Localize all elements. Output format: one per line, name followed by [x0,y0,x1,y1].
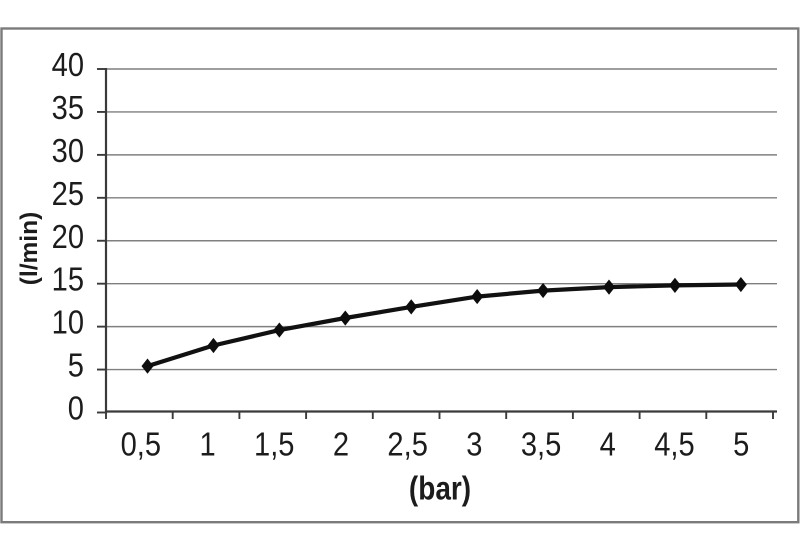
x-tick-labels: 0,5 1 1,5 2 2,5 3 3,5 4 4,5 5 [121,426,750,463]
y-tick-label-40: 40 [52,46,84,83]
data-point-marker-1 [207,337,220,354]
data-point-marker-3,5 [537,282,550,299]
x-tick-label-1: 1 [199,426,215,463]
x-tick-label-4,5: 4,5 [654,426,694,463]
data-point-marker-3 [471,288,484,305]
data-point-marker-1,5 [273,322,286,338]
y-tick-label-10: 10 [52,304,84,341]
y-tick-label-15: 15 [52,261,84,298]
data-point-marker-4 [603,279,616,295]
x-axis-title: (bar) [409,469,471,507]
x-tick-label-2,5: 2,5 [387,426,427,463]
data-point-marker-2,5 [405,299,418,315]
x-tick-label-5: 5 [733,426,749,463]
y-tick-label-30: 30 [52,132,84,169]
data-point-marker-0,5 [141,358,154,374]
y-axis-title: (l/min) [16,212,43,286]
y-tick-label-35: 35 [52,89,84,126]
y-tick-label-5: 5 [68,347,84,384]
x-tick-label-1,5: 1,5 [254,426,294,463]
x-tick-label-3,5: 3,5 [521,426,561,463]
data-series [141,276,747,374]
gridlines [106,68,777,371]
data-point-marker-5 [734,276,747,293]
y-tick-label-20: 20 [52,218,84,255]
series-line [145,282,744,369]
data-point-marker-2 [339,310,352,326]
tick-marks [97,68,774,419]
y-tick-label-0: 0 [68,390,84,427]
image-border-frame [0,27,800,524]
y-tick-label-25: 25 [52,175,84,212]
x-tick-label-4: 4 [600,426,616,463]
data-point-marker-4,5 [668,277,681,294]
x-tick-label-0,5: 0,5 [121,426,161,463]
y-tick-labels: 0 5 10 15 20 25 30 35 40 [52,46,84,427]
x-tick-label-2: 2 [333,426,349,463]
x-tick-label-3: 3 [466,426,482,463]
